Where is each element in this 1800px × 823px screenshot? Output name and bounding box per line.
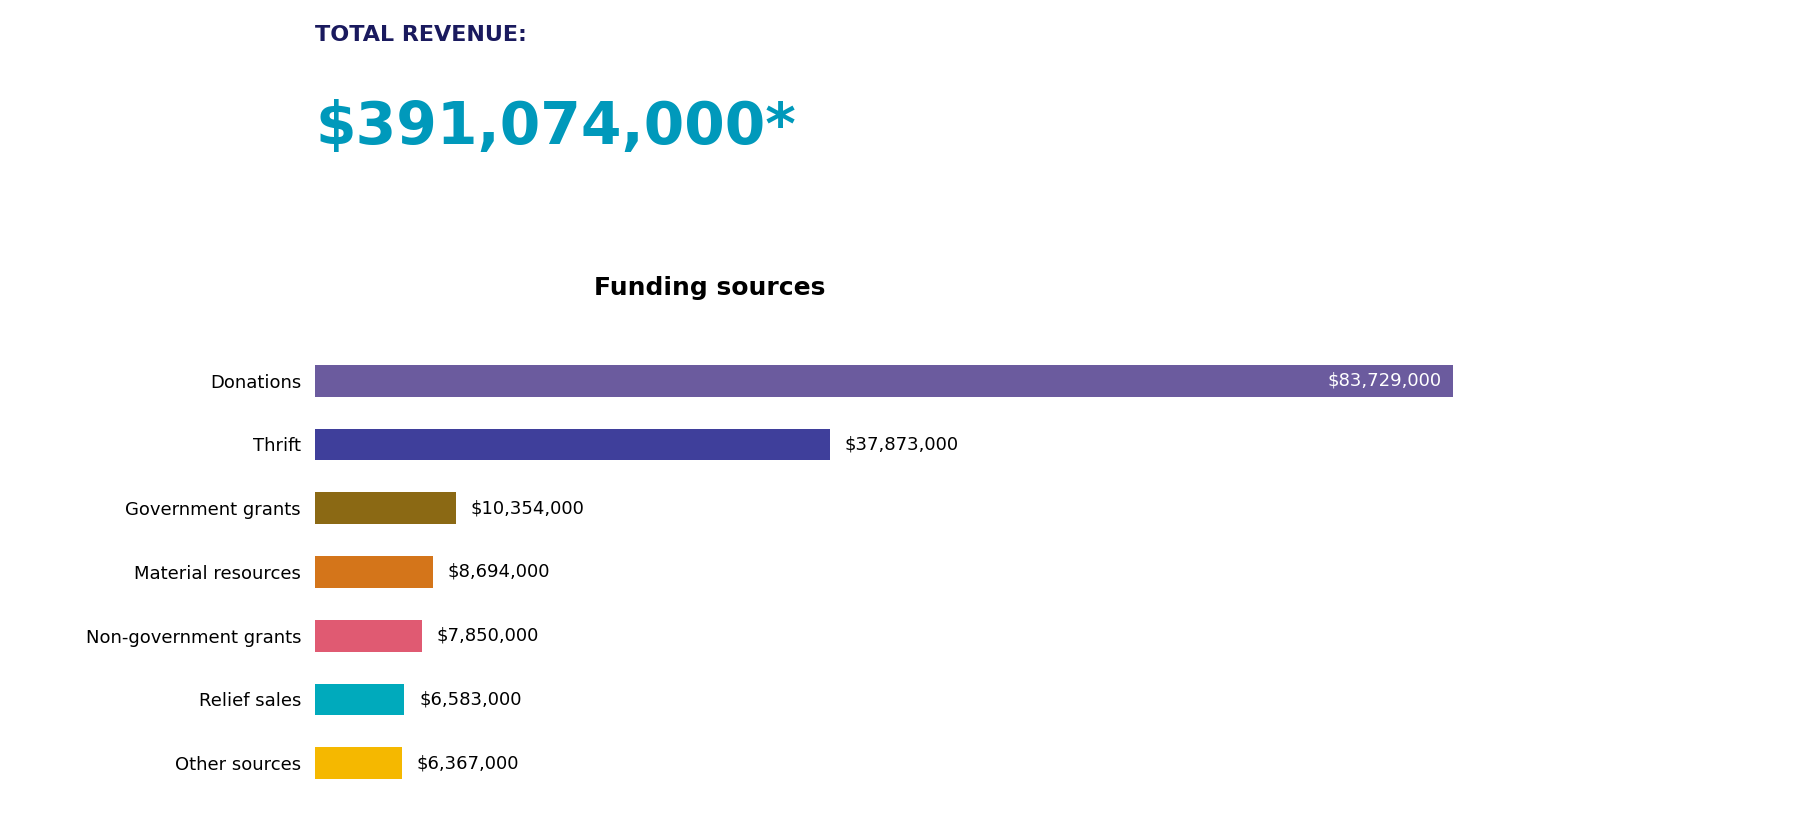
Text: $391,074,000*: $391,074,000* [315,99,796,156]
Text: $6,583,000: $6,583,000 [419,690,522,709]
Text: Funding sources: Funding sources [594,276,826,300]
Bar [315,747,401,779]
Text: $37,873,000: $37,873,000 [844,435,958,453]
Bar [315,684,405,715]
Bar [315,365,1453,397]
Text: $8,694,000: $8,694,000 [448,563,551,581]
Text: TOTAL REVENUE:: TOTAL REVENUE: [315,25,527,44]
Bar [315,429,830,460]
Text: $6,367,000: $6,367,000 [416,754,518,772]
Bar [315,492,455,524]
Text: $83,729,000: $83,729,000 [1327,372,1442,390]
Bar [315,620,421,652]
Text: $7,850,000: $7,850,000 [436,627,538,644]
Text: $10,354,000: $10,354,000 [470,500,585,517]
Bar [315,556,434,588]
